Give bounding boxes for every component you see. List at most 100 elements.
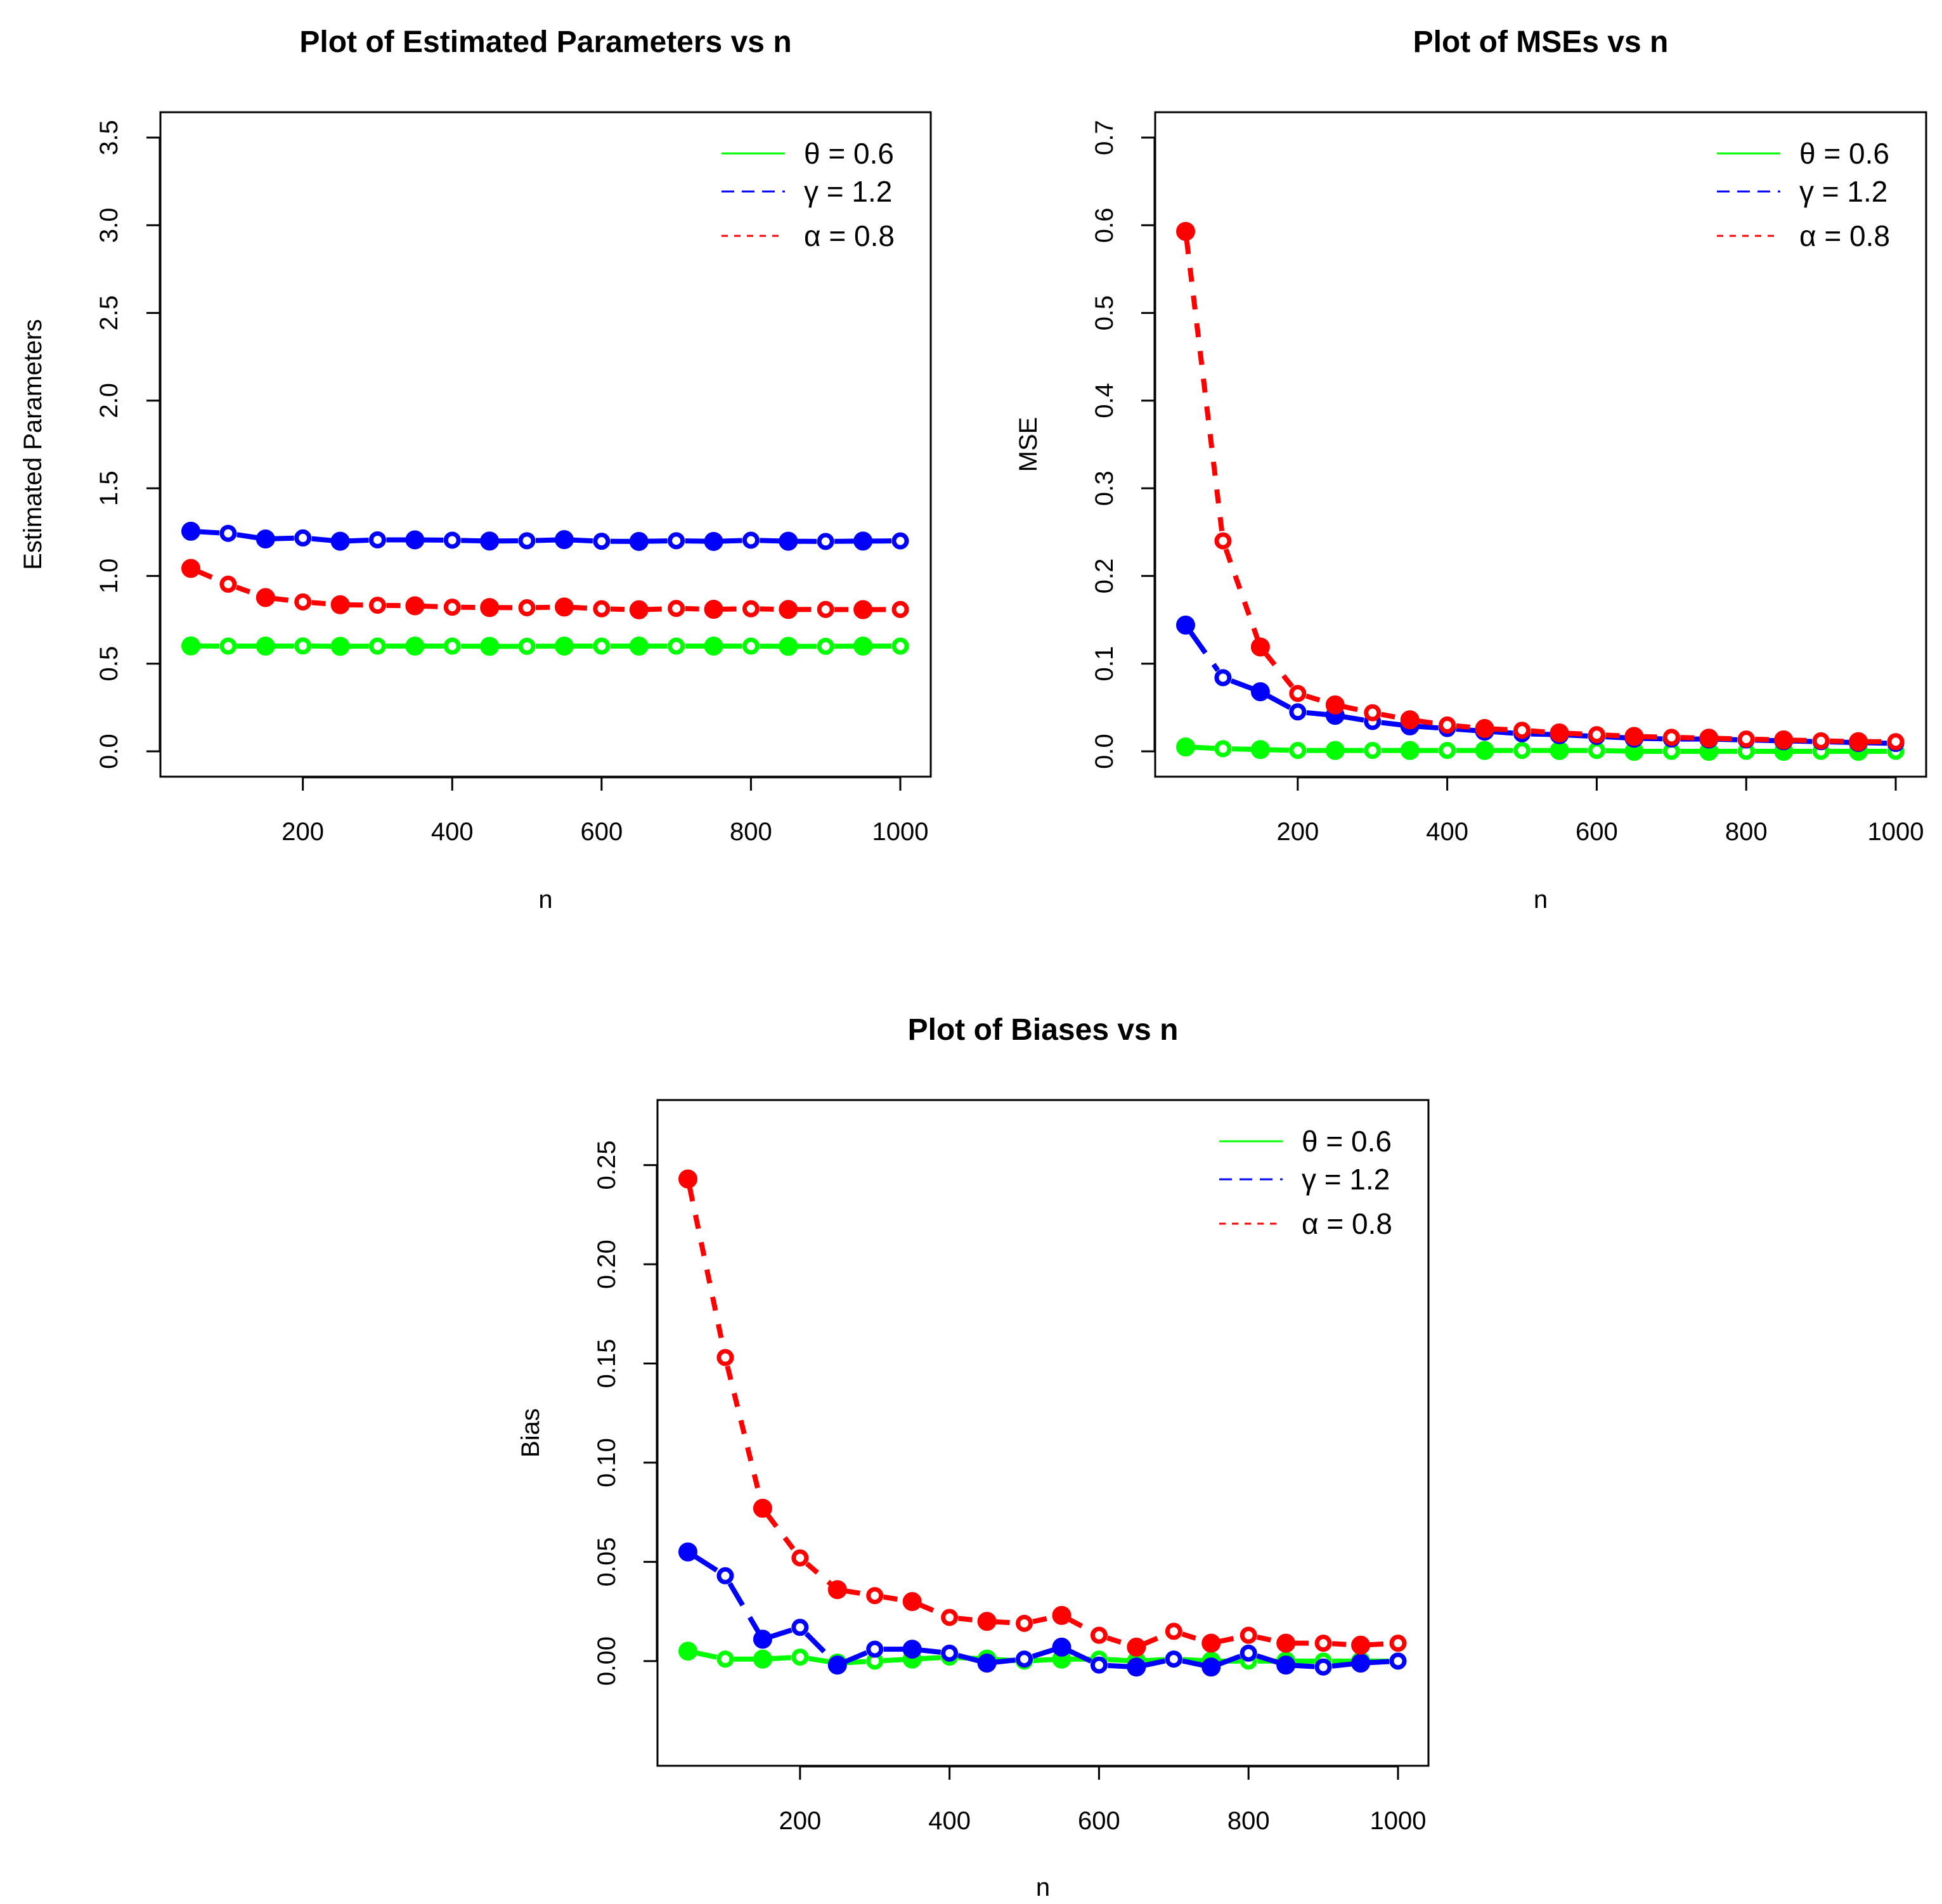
data-point (593, 533, 611, 550)
data-point (219, 524, 237, 542)
chart-bias: Plot of Biases vs n 200 400 600 800 1000 0.00 0… (517, 1013, 1430, 1901)
data-point (1887, 733, 1905, 751)
series-line-segment (1219, 1635, 1241, 1644)
series-1 (181, 521, 909, 551)
series-line-segment (1456, 723, 1477, 730)
y-tick-label: 0.1 (1091, 646, 1118, 682)
chart-mse: Plot of MSEs vs n 200 400 600 800 1000 0.0 0.1 0… (1014, 25, 1927, 914)
data-point (1513, 742, 1531, 760)
data-point (1214, 740, 1232, 758)
data-point (294, 529, 312, 547)
series-line-segment (1269, 747, 1289, 753)
data-point (891, 637, 909, 655)
data-point (1662, 729, 1680, 746)
x-tick-label: 1000 (1370, 1807, 1427, 1835)
data-point (779, 531, 798, 551)
y-axis-label: MSE (1014, 417, 1042, 472)
data-point (629, 531, 649, 551)
data-point (256, 588, 275, 607)
data-point (256, 637, 275, 656)
data-point (1165, 1622, 1182, 1640)
x-tick-label: 400 (928, 1807, 971, 1835)
series-line-segment (883, 1594, 904, 1603)
data-point (1439, 742, 1456, 760)
y-tick-label: 2.0 (95, 383, 123, 418)
data-point (181, 521, 200, 541)
series-line-segment (1257, 1635, 1278, 1644)
series-line-segment (995, 1619, 1016, 1626)
series-line-segment (1792, 737, 1813, 744)
x-tick-label: 600 (1576, 818, 1618, 846)
series-line-segment (1188, 630, 1220, 672)
data-point (941, 1644, 959, 1662)
plot-frame (159, 111, 932, 778)
data-point (1127, 1637, 1146, 1657)
chart-params: Plot of Estimated Parameters vs n 200 400 6… (19, 25, 932, 914)
series-line-segment (535, 604, 556, 611)
x-axis-label: n (1036, 1874, 1050, 1901)
series-line-segment (1032, 1614, 1054, 1624)
series-line-segment (1108, 1662, 1128, 1669)
series-line-segment (1218, 1654, 1241, 1667)
y-tick-label: 0.20 (593, 1240, 621, 1289)
data-point (1812, 732, 1830, 749)
series-line-segment (1182, 1658, 1203, 1668)
data-point (1201, 1657, 1221, 1677)
x-tick-label: 200 (779, 1807, 821, 1835)
x-axis-label: n (1534, 886, 1548, 914)
series-line-segment (1144, 1658, 1166, 1668)
y-tick-label: 0.5 (1091, 295, 1118, 331)
data-point (1699, 729, 1719, 748)
data-point (1176, 737, 1195, 757)
y-tick-label: 0.0 (95, 734, 123, 769)
data-point (593, 600, 611, 618)
data-point (704, 599, 723, 619)
series-line-segment (198, 569, 221, 583)
data-point (1214, 669, 1232, 687)
data-point (742, 531, 760, 549)
data-point (181, 636, 200, 656)
legend: θ = 0.6 γ = 1.2 α = 0.8 (722, 137, 895, 252)
series-line-segment (958, 1616, 979, 1623)
series-line-segment (771, 1655, 792, 1661)
data-point (716, 1349, 734, 1366)
chart-title: Plot of Biases vs n (908, 1013, 1179, 1047)
x-tick-label: 200 (1276, 818, 1319, 846)
data-point (443, 637, 461, 655)
series-line-segment (1680, 735, 1700, 741)
data-point (716, 1650, 734, 1668)
series-line-segment (845, 1588, 867, 1597)
data-point (1389, 1635, 1407, 1652)
data-point (1289, 685, 1307, 703)
data-point (853, 531, 873, 551)
data-point (1351, 1635, 1371, 1655)
data-point (443, 531, 461, 549)
data-point (593, 637, 611, 655)
data-point (518, 637, 536, 655)
series-line-segment (1068, 1617, 1092, 1634)
y-tick-label: 0.05 (593, 1537, 621, 1586)
data-point (1389, 1652, 1407, 1670)
legend-label: α = 0.8 (1799, 219, 1890, 252)
y-tick-label: 1.5 (95, 470, 123, 506)
series-line-segment (883, 1657, 903, 1664)
data-point (678, 1542, 697, 1562)
data-point (791, 1648, 809, 1666)
series-line-segment (1294, 1662, 1315, 1669)
data-point (1214, 532, 1232, 550)
series-line-segment (610, 606, 630, 612)
data-point (554, 637, 574, 656)
data-point (480, 637, 500, 656)
series-line-segment (311, 536, 332, 543)
series-line-segment (199, 529, 220, 536)
y-tick-label: 0.3 (1091, 470, 1118, 506)
series-line-segment (1106, 1635, 1129, 1647)
legend-label: θ = 0.6 (804, 137, 894, 170)
series-line-segment (1343, 714, 1364, 723)
data-point (1289, 742, 1307, 760)
y-tick-label: 0.5 (95, 646, 123, 682)
series-line-segment (804, 1631, 833, 1661)
data-point (891, 600, 909, 618)
data-point (668, 600, 685, 618)
data-point (817, 600, 834, 618)
